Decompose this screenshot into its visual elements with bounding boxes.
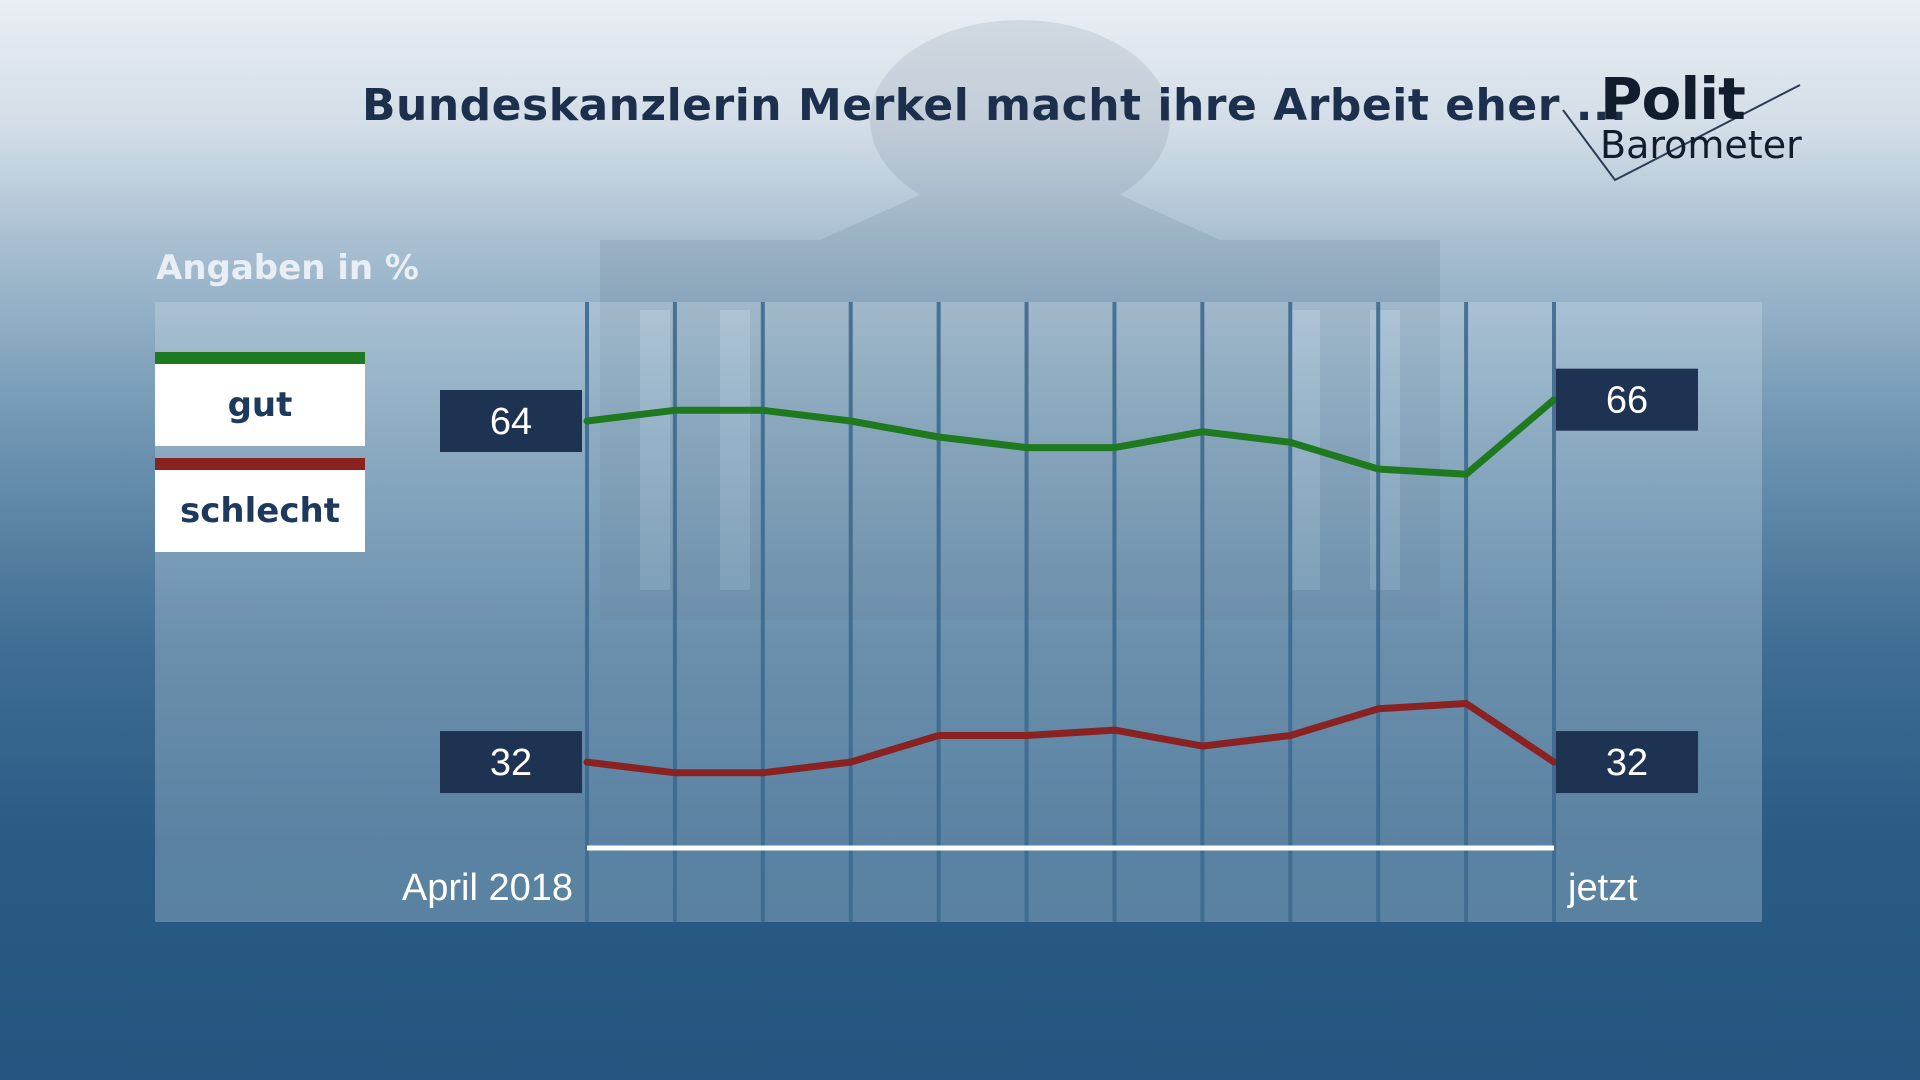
legend-gut-label: gut — [155, 364, 365, 446]
start-value-label-gut: 64 — [490, 401, 532, 443]
politbarometer-logo: Polit Barometer — [1555, 65, 1815, 195]
legend-schlecht-label: schlecht — [155, 470, 365, 552]
end-value-label-gut: 66 — [1606, 380, 1648, 422]
start-value-label-schlecht: 32 — [490, 742, 532, 784]
logo-line-polit: Polit — [1600, 65, 1746, 133]
chart-panel — [155, 302, 1762, 922]
series-line-gut — [583, 396, 1558, 478]
end-value-box-gut — [1556, 368, 1698, 431]
x-axis-end-label: jetzt — [1567, 867, 1638, 909]
logo-line-barometer: Barometer — [1600, 123, 1802, 167]
start-value-box-gut — [440, 390, 582, 452]
end-value-box-schlecht — [1556, 731, 1698, 794]
end-value-label-schlecht: 32 — [1606, 742, 1648, 784]
checkmark-icon — [1562, 84, 1801, 182]
series-line-schlecht — [583, 700, 1558, 777]
start-value-box-schlecht — [440, 731, 582, 794]
legend-schlecht-color-bar — [155, 458, 365, 470]
legend-gut-color-bar — [155, 352, 365, 364]
chart-title: Bundeskanzlerin Merkel macht ihre Arbeit… — [362, 80, 1628, 131]
units-label: Angaben in % — [156, 248, 420, 288]
x-axis-start-label: April 2018 — [402, 867, 573, 909]
